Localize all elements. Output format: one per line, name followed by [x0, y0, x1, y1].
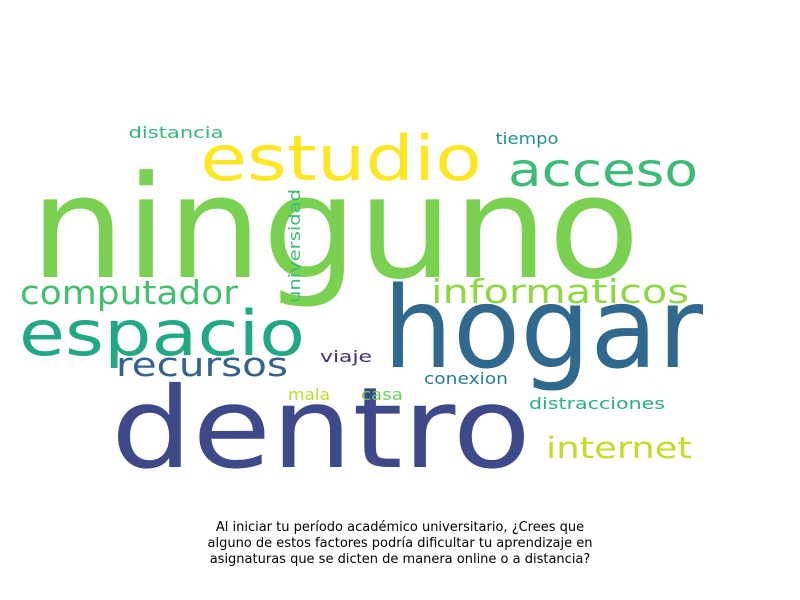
word-informaticos: informaticos — [431, 272, 689, 311]
word-espacio: espacio — [19, 297, 305, 370]
word-tiempo: tiempo — [496, 129, 559, 148]
word-hogar: hogar — [383, 264, 704, 394]
word-conexion: conexion — [424, 369, 508, 388]
caption-line-1: Al iniciar tu período académico universi… — [215, 520, 585, 535]
question-caption: Al iniciar tu período académico universi… — [150, 520, 650, 568]
word-viaje: viaje — [320, 347, 372, 366]
word-mala: mala — [288, 385, 330, 404]
word-internet: internet — [546, 431, 692, 465]
word-acceso: acceso — [508, 143, 698, 197]
word-distracciones: distracciones — [529, 394, 665, 413]
word-casa: casa — [361, 385, 403, 404]
word-computador: computador — [20, 273, 238, 312]
word-universidad: universidad — [285, 189, 304, 303]
caption-line-3: asignaturas que se dicten de manera onli… — [209, 552, 591, 567]
word-distancia: distancia — [129, 123, 224, 142]
word-dentro: dentro — [111, 364, 531, 494]
word-ninguno: ninguno — [30, 146, 640, 311]
word-estudio: estudio — [200, 122, 482, 195]
word-recursos: recursos — [116, 345, 288, 384]
caption-line-2: alguno de estos factores podría dificult… — [207, 536, 593, 551]
